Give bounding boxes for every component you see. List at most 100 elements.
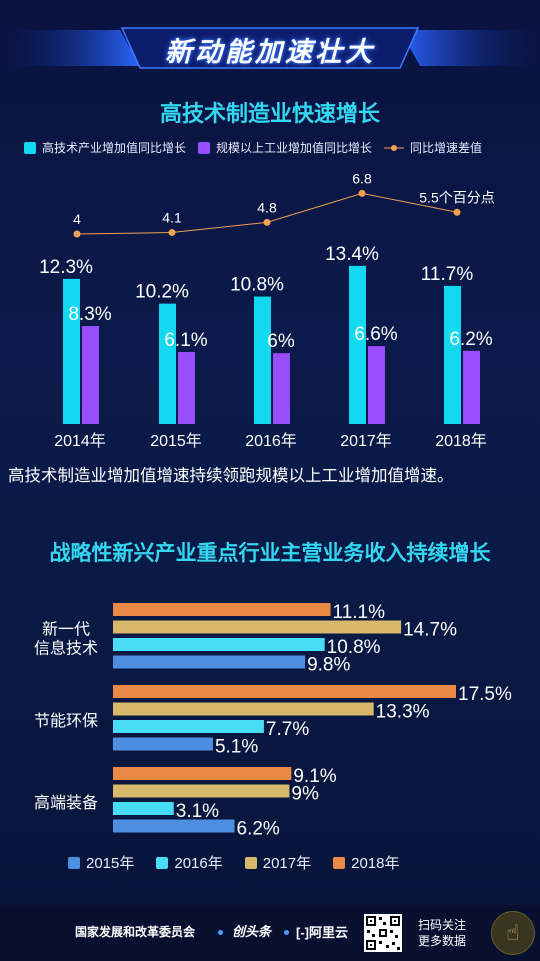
hbar-2018 — [113, 603, 331, 616]
banner-title: 新动能加速壮大 — [165, 37, 375, 67]
legend-label: 规模以上工业增加值同比增长 — [216, 141, 373, 155]
hbar-value-label: 6.2% — [237, 819, 280, 840]
hbar-2016 — [113, 638, 325, 651]
bar-industry — [368, 346, 385, 424]
diff-point — [73, 230, 81, 238]
diff-value-label: 6.8 — [352, 170, 372, 186]
legend-item-2016: 2016年 — [156, 852, 223, 873]
legend-swatch — [333, 856, 346, 869]
legend-label: 2018年 — [351, 855, 400, 872]
bar-value-label: 10.8% — [230, 275, 284, 296]
bar-industry — [273, 353, 290, 424]
section1-caption: 高技术制造业增加值增速持续领跑规模以上工业增加值增速。 — [8, 467, 454, 485]
qr-code-icon — [364, 914, 402, 952]
hbar-value-label: 10.8% — [327, 637, 381, 658]
legend-label: 2016年 — [174, 855, 223, 872]
hbar-2015 — [113, 655, 306, 669]
logo-aliyun: [-]阿里云 — [296, 925, 348, 940]
category-label: 节能环保 — [34, 712, 98, 730]
hbar-2016 — [113, 802, 174, 815]
scan-prompt: 扫码关注 更多数据 — [418, 917, 466, 949]
hbar-2017 — [113, 784, 290, 798]
legend-item-2015: 2015年 — [68, 852, 134, 873]
bar-value-label: 6.1% — [164, 330, 207, 351]
x-tick-label: 2014年 — [54, 432, 106, 450]
legend-swatch — [24, 141, 36, 154]
logo-chuangtoutiao: 创头条 — [232, 924, 272, 939]
bar-industry — [82, 326, 99, 424]
legend-label: 高技术产业增加值同比增长 — [42, 141, 187, 155]
hbar-2018 — [113, 767, 292, 780]
legend-item-hightech: 高技术产业增加值同比增长 — [24, 139, 186, 156]
diff-value-label: 4 — [73, 211, 81, 227]
legend-label: 2017年 — [262, 855, 312, 872]
section2-title: 战略性新兴产业重点行业主营业务收入持续增长 — [49, 542, 491, 565]
footer: 国家发展和改革委员会 创头条 [-]阿里云 扫码关注 更多数据 ☝ — [0, 905, 540, 961]
bar-hightech — [63, 278, 80, 424]
separator-dot — [284, 930, 289, 935]
legend-swatch — [198, 141, 211, 154]
hbar-value-label: 9.1% — [293, 766, 336, 787]
bar-value-label: 6.2% — [449, 329, 492, 350]
diff-point — [263, 218, 271, 226]
x-tick-label: 2018年 — [435, 432, 487, 450]
category-label: 新一代 — [42, 621, 90, 639]
diff-point — [453, 208, 461, 216]
bar-value-label: 8.3% — [68, 304, 111, 325]
hbar-2015 — [113, 819, 235, 833]
legend-line-marker — [384, 144, 405, 151]
scan-line-2: 更多数据 — [418, 934, 467, 948]
footer-org: 国家发展和改革委员会 — [75, 925, 196, 939]
separator-dot — [218, 930, 223, 935]
banner-decoration — [0, 27, 540, 69]
hbar-value-label: 3.1% — [176, 801, 219, 822]
hbar-2017 — [113, 702, 374, 716]
legend-item-2017: 2017年 — [244, 852, 312, 873]
bar-value-label: 10.2% — [135, 282, 189, 303]
hbar-value-label: 11.1% — [333, 602, 386, 623]
section1-legend: 高技术产业增加值同比增长 规模以上工业增加值同比增长 同比增速差值 — [24, 139, 494, 156]
bar-value-label: 6.6% — [354, 324, 397, 345]
bar-value-label: 11.7% — [421, 264, 474, 285]
bar-value-label: 12.3% — [39, 257, 93, 278]
section2-legend: 2015年 2016年 2017年 2018年 — [68, 852, 412, 873]
banner: 新动能加速壮大 — [0, 26, 540, 70]
diff-value-label: 4.1 — [162, 210, 182, 226]
legend-swatch — [156, 856, 169, 869]
bar-hightech — [444, 285, 461, 424]
hbar-value-label: 13.3% — [376, 702, 430, 723]
bar-industry — [463, 350, 480, 424]
hbar-value-label: 5.1% — [215, 737, 258, 758]
diff-value-label: 5.5个百分点 — [419, 189, 494, 205]
legend-item-diff: 同比增速差值 — [384, 139, 482, 156]
x-tick-label: 2015年 — [150, 432, 202, 450]
legend-label: 同比增速差值 — [410, 141, 483, 155]
hbar-2016 — [113, 720, 264, 733]
legend-item-industry: 规模以上工业增加值同比增长 — [198, 139, 372, 156]
hbar-value-label: 14.7% — [403, 620, 457, 641]
bar-industry — [178, 352, 195, 424]
hbar-2017 — [113, 620, 402, 634]
legend-label: 2015年 — [86, 855, 135, 872]
diff-point — [168, 229, 176, 237]
bar-hightech — [254, 296, 271, 424]
x-tick-label: 2016年 — [245, 432, 297, 450]
bar-value-label: 6% — [267, 331, 295, 352]
x-tick-label: 2017年 — [340, 432, 392, 450]
hand-pointer-icon[interactable]: ☝ — [491, 911, 535, 955]
hbar-value-label: 17.5% — [458, 684, 512, 705]
legend-swatch — [68, 856, 80, 869]
hbar-2015 — [113, 737, 213, 751]
section1-title: 高技术制造业快速增长 — [159, 101, 380, 126]
hbar-value-label: 7.7% — [266, 719, 309, 740]
category-label: 高端装备 — [34, 794, 98, 812]
bar-hightech — [349, 265, 366, 424]
diff-value-label: 4.8 — [257, 199, 277, 215]
legend-swatch — [244, 856, 257, 869]
bar-value-label: 13.4% — [325, 244, 379, 265]
hbar-value-label: 9.8% — [307, 655, 350, 676]
diff-point — [358, 189, 366, 197]
hbar-value-label: 9% — [291, 784, 319, 805]
legend-item-2018: 2018年 — [333, 852, 400, 873]
scan-line-1: 扫码关注 — [418, 918, 467, 932]
